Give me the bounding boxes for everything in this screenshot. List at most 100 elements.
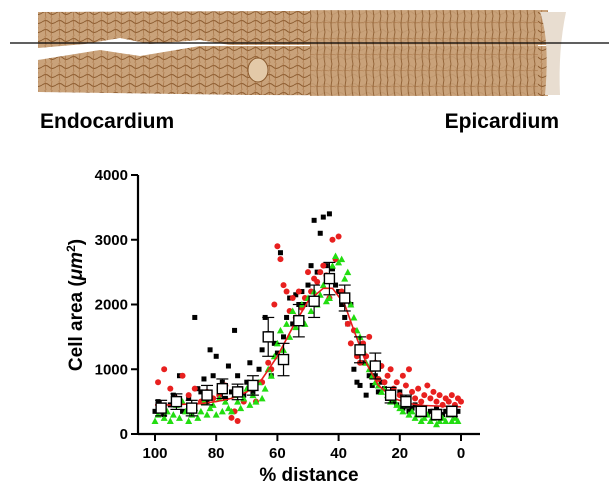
point-black xyxy=(152,408,158,414)
point-red xyxy=(458,398,464,405)
point-red xyxy=(289,295,296,302)
point-green xyxy=(307,307,315,314)
x-tick-label: 40 xyxy=(330,445,347,462)
point-black xyxy=(170,392,176,398)
mean-marker xyxy=(308,295,320,307)
mean-marker xyxy=(186,402,198,414)
point-red xyxy=(161,366,168,373)
tissue-micrograph xyxy=(10,10,609,96)
point-green xyxy=(175,414,183,421)
point-green xyxy=(332,252,340,259)
point-red xyxy=(283,288,290,295)
point-black xyxy=(281,334,287,340)
point-black xyxy=(375,389,381,395)
point-black xyxy=(195,386,201,392)
mean-marker xyxy=(277,353,290,366)
point-green xyxy=(169,411,177,418)
point-red xyxy=(384,372,391,379)
tissue-right-band xyxy=(310,10,538,96)
point-red xyxy=(381,379,388,386)
point-green xyxy=(194,414,202,421)
point-black xyxy=(256,366,262,372)
point-red xyxy=(433,398,440,405)
point-green xyxy=(319,281,327,289)
x-tick-label: 20 xyxy=(391,445,408,462)
point-black xyxy=(329,266,335,272)
point-red xyxy=(427,395,434,402)
point-green xyxy=(228,407,235,415)
point-black xyxy=(259,347,265,353)
point-red xyxy=(305,269,311,276)
point-black xyxy=(308,263,314,269)
point-black xyxy=(455,408,461,414)
point-red xyxy=(314,278,321,285)
mean-points xyxy=(155,261,458,421)
point-black xyxy=(229,389,234,395)
point-black xyxy=(434,405,440,411)
point-black xyxy=(339,302,345,307)
mean-marker xyxy=(430,408,443,421)
point-red xyxy=(317,269,324,276)
point-green xyxy=(160,414,168,421)
point-green xyxy=(185,417,193,425)
point-red xyxy=(405,366,412,373)
point-black xyxy=(271,340,277,346)
point-red xyxy=(424,382,431,389)
point-green xyxy=(328,262,336,269)
point-green xyxy=(338,255,346,263)
point-red xyxy=(191,385,198,392)
y-tick-label: 3000 xyxy=(95,232,128,249)
mean-marker xyxy=(384,389,397,401)
point-black xyxy=(287,295,293,301)
point-black xyxy=(244,379,250,385)
point-red xyxy=(436,392,443,399)
point-black xyxy=(299,289,305,295)
point-black xyxy=(277,250,283,256)
mean-marker xyxy=(415,405,427,418)
mean-marker xyxy=(323,272,336,285)
epicardium-label: Epicardium xyxy=(444,110,559,133)
point-red xyxy=(445,398,452,405)
point-black xyxy=(333,282,339,288)
fit-line xyxy=(155,287,462,408)
point-black xyxy=(323,263,329,269)
x-tick-label: 100 xyxy=(142,445,167,462)
point-black xyxy=(342,314,348,320)
point-green xyxy=(451,414,459,421)
mean-marker xyxy=(247,379,259,392)
point-red xyxy=(155,379,162,386)
point-black xyxy=(427,408,433,414)
point-green xyxy=(325,294,333,302)
point-red xyxy=(344,320,351,327)
point-green xyxy=(234,398,242,405)
point-green xyxy=(408,407,416,415)
point-green xyxy=(203,411,211,418)
point-red xyxy=(234,418,241,425)
point-black xyxy=(155,399,161,405)
point-black xyxy=(225,363,231,369)
point-black xyxy=(326,211,332,217)
point-green xyxy=(261,385,269,392)
point-red xyxy=(448,392,455,399)
point-green xyxy=(341,275,349,282)
point-black xyxy=(311,217,317,223)
point-red xyxy=(320,262,327,269)
point-green xyxy=(442,417,450,425)
point-black xyxy=(186,395,192,401)
point-black xyxy=(391,399,397,405)
endocardium-label: Endocardium xyxy=(40,110,175,133)
y-tick-label: 1000 xyxy=(95,361,128,378)
x-tick-label: 80 xyxy=(208,445,225,462)
y-tick-label: 0 xyxy=(120,426,128,443)
point-green xyxy=(218,407,226,415)
point-black xyxy=(247,360,253,366)
point-green xyxy=(221,398,229,405)
point-red xyxy=(295,288,302,295)
point-black xyxy=(213,353,219,359)
point-green xyxy=(224,404,232,412)
point-green xyxy=(454,417,462,425)
point-red xyxy=(280,282,287,289)
y-axis-title-sup: 2 xyxy=(64,245,78,252)
mean-marker xyxy=(201,389,213,401)
point-red xyxy=(185,392,192,399)
